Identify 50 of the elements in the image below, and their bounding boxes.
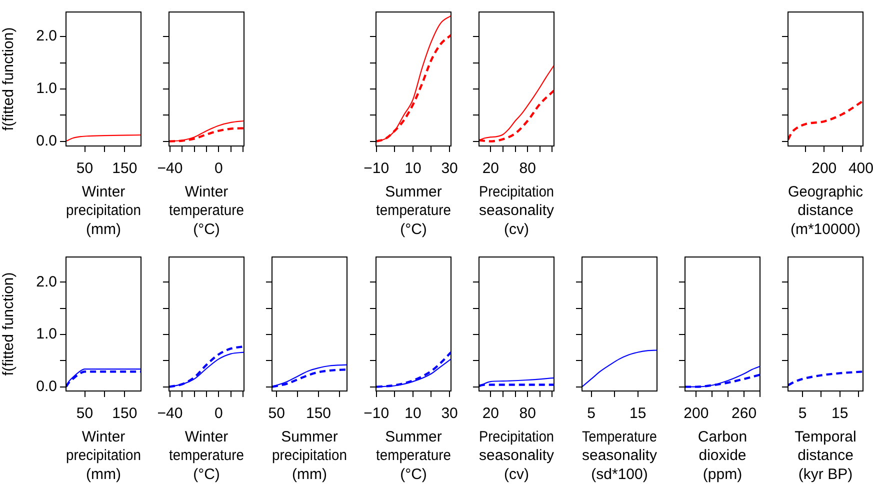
- x-axis-title: Precipitation seasonality (cv): [478, 428, 554, 483]
- x-tick-label: −40: [157, 405, 183, 422]
- y-tick-label: 2.0: [36, 273, 57, 290]
- y-axis-title: f(fitted function): [0, 27, 18, 131]
- x-tick-label: −40: [157, 160, 183, 178]
- x-tick-label: 50: [268, 405, 286, 422]
- y-tick-label: 1.0: [36, 326, 57, 343]
- x-tick-label: 260: [732, 405, 757, 422]
- x-tick-label: 50: [76, 405, 94, 422]
- x-tick-label: 400: [848, 160, 873, 178]
- x-tick-label: −10: [363, 160, 389, 178]
- x-tick-label: 80: [519, 160, 536, 178]
- x-tick-label: 50: [76, 160, 94, 178]
- x-tick-label: 0: [214, 405, 224, 422]
- x-tick-label: 20: [482, 160, 499, 178]
- x-tick-label: 80: [519, 405, 536, 422]
- x-axis-title: Winter temperature (°C): [169, 183, 244, 238]
- x-tick-label: 15: [630, 405, 646, 422]
- y-tick-label: 1.0: [36, 80, 57, 98]
- x-tick-label: 200: [684, 405, 709, 422]
- x-tick-label: −10: [363, 405, 389, 422]
- line-series: [66, 134, 141, 142]
- x-axis-title: Temperature seasonality (sd*100): [582, 428, 658, 483]
- x-tick-label: 20: [482, 405, 499, 422]
- x-tick-label: 150: [112, 405, 138, 422]
- x-tick-label: 5: [587, 405, 596, 422]
- y-axis-title: f(fitted function): [0, 272, 18, 376]
- x-tick-label: 30: [440, 160, 458, 178]
- x-axis-title: Geographic distance (m*10000): [788, 184, 864, 238]
- x-axis-title: Winter precipitation (mm): [66, 183, 141, 238]
- x-tick-label: 150: [112, 160, 138, 178]
- x-axis-title: Summer temperature (°C): [376, 428, 451, 483]
- x-tick-label: 0: [214, 160, 224, 178]
- x-tick-label: 150: [306, 405, 332, 422]
- x-tick-label: 10: [404, 160, 421, 178]
- x-axis-title: Winter temperature (°C): [169, 428, 244, 483]
- x-tick-label: 15: [832, 405, 849, 422]
- x-tick-label: 10: [404, 405, 421, 422]
- y-tick-label: 0.0: [36, 378, 57, 395]
- y-tick-label: 2.0: [36, 28, 57, 45]
- x-axis-title: Summer temperature (°C): [376, 183, 451, 238]
- y-tick-label: 0.0: [36, 132, 57, 150]
- x-tick-label: 30: [440, 405, 458, 422]
- x-axis-title: Summer precipitation (mm): [272, 428, 348, 483]
- x-axis-title: Precipitation seasonality (cv): [478, 184, 554, 238]
- x-axis-title: Temporal distance (kyr BP): [795, 428, 857, 483]
- x-tick-label: 5: [798, 405, 808, 422]
- x-tick-label: 200: [812, 160, 838, 178]
- x-axis-title: Winter precipitation (mm): [66, 428, 141, 483]
- x-axis-title: Carbon dioxide (ppm): [698, 428, 748, 483]
